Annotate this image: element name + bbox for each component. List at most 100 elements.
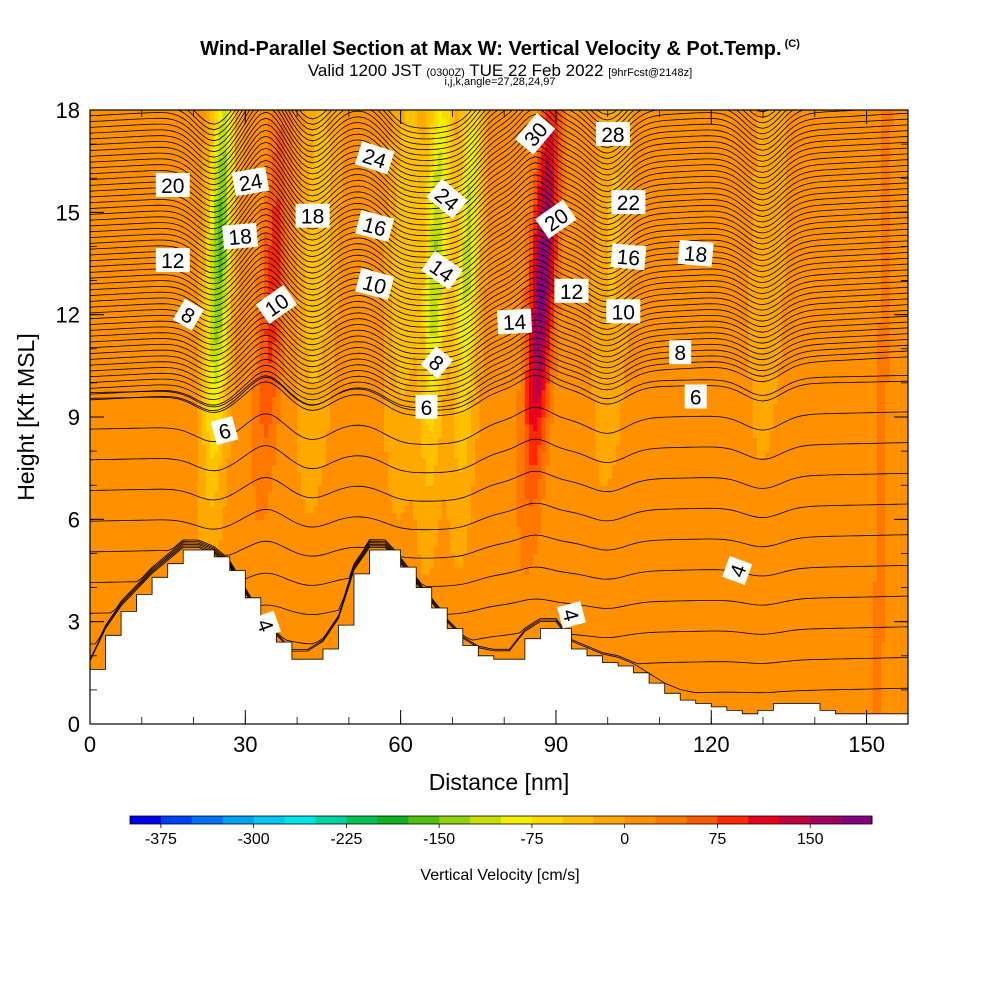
field-cell <box>189 492 195 500</box>
field-cell <box>251 512 257 520</box>
field-cell <box>255 498 261 507</box>
field-cell <box>284 123 290 131</box>
field-cell <box>98 348 103 357</box>
field-cell <box>90 185 95 193</box>
field-cell <box>247 485 253 493</box>
field-cell <box>264 396 269 404</box>
field-cell <box>201 369 207 377</box>
field-cell <box>189 335 195 343</box>
field-cell <box>251 573 257 582</box>
field-cell <box>292 376 298 384</box>
field-cell <box>243 335 248 343</box>
field-cell <box>164 226 170 234</box>
field-cell <box>152 362 157 370</box>
field-cell <box>226 485 232 493</box>
field-cell <box>102 457 108 466</box>
field-cell <box>110 430 116 438</box>
field-cell <box>243 451 248 459</box>
field-cell <box>284 342 290 350</box>
field-cell <box>235 266 240 275</box>
field-cell <box>247 533 253 541</box>
field-cell <box>148 417 153 425</box>
field-cell <box>226 253 232 261</box>
field-cell <box>127 219 132 227</box>
field-cell <box>230 410 236 418</box>
field-cell <box>160 369 166 377</box>
field-cell <box>164 110 170 118</box>
field-cell <box>297 348 302 357</box>
field-cell <box>164 342 170 350</box>
field-cell <box>301 396 306 404</box>
field-cell <box>280 533 286 541</box>
field-cell <box>292 260 298 268</box>
field-cell <box>119 273 124 282</box>
field-cell <box>301 546 306 554</box>
field-cell <box>309 478 315 486</box>
field-cell <box>127 519 132 527</box>
field-cell <box>210 417 215 425</box>
field-cell <box>127 280 132 288</box>
field-cell <box>201 171 207 179</box>
field-cell <box>148 410 153 418</box>
field-cell <box>243 144 248 152</box>
field-cell <box>222 382 228 391</box>
field-cell <box>247 280 253 288</box>
field-cell <box>114 198 120 207</box>
field-cell <box>259 355 265 363</box>
field-cell <box>288 423 294 432</box>
field-cell <box>119 123 124 131</box>
field-cell <box>98 430 103 438</box>
field-cell <box>160 492 166 500</box>
field-cell <box>131 594 137 602</box>
field-cell <box>255 410 261 418</box>
field-cell <box>272 342 277 350</box>
field-cell <box>189 498 195 507</box>
field-cell <box>197 314 203 323</box>
field-cell <box>90 662 95 670</box>
field-cell <box>264 471 269 479</box>
field-cell <box>272 178 277 186</box>
field-cell <box>119 451 124 459</box>
field-cell <box>201 519 207 527</box>
field-cell <box>102 280 108 288</box>
field-cell <box>226 457 232 466</box>
field-cell <box>164 307 170 316</box>
field-cell <box>305 649 311 657</box>
field-cell <box>148 342 153 350</box>
field-cell <box>214 457 219 466</box>
field-cell <box>284 164 290 172</box>
field-cell <box>131 573 137 582</box>
field-cell <box>297 492 302 500</box>
field-cell <box>297 464 302 473</box>
field-cell <box>143 314 149 323</box>
field-cell <box>139 355 145 363</box>
field-cell <box>301 260 306 268</box>
field-cell <box>288 553 294 561</box>
field-cell <box>292 553 298 561</box>
field-cell <box>243 403 248 411</box>
field-cell <box>106 287 112 295</box>
field-cell <box>123 451 128 459</box>
field-cell <box>135 123 141 131</box>
field-cell <box>284 580 290 589</box>
field-cell <box>255 212 261 220</box>
field-cell <box>272 478 277 486</box>
field-cell <box>189 348 195 357</box>
field-cell <box>230 389 236 398</box>
field-cell <box>268 116 273 125</box>
field-cell <box>214 260 219 268</box>
field-cell <box>292 417 298 425</box>
field-cell <box>110 417 116 425</box>
field-cell <box>135 464 141 473</box>
field-cell <box>251 444 257 452</box>
field-cell <box>114 246 120 254</box>
field-cell <box>143 567 149 575</box>
field-cell <box>127 451 132 459</box>
field-cell <box>135 512 141 520</box>
field-cell <box>148 171 153 179</box>
field-cell <box>301 157 306 166</box>
field-cell <box>110 355 116 363</box>
field-cell <box>148 355 153 363</box>
field-cell <box>102 178 108 186</box>
field-cell <box>280 246 286 254</box>
